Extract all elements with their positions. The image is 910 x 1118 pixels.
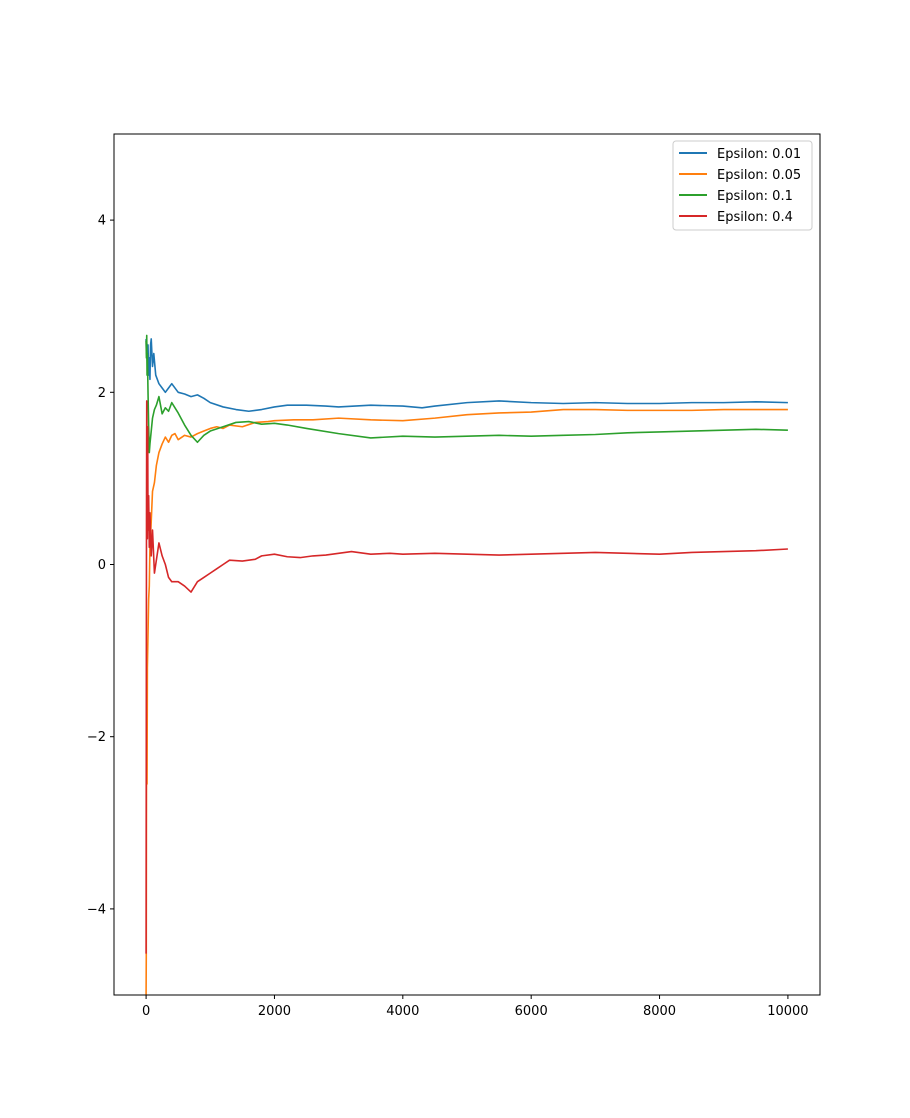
- x-tick-label: 4000: [386, 1004, 419, 1019]
- x-tick-label: 6000: [515, 1004, 548, 1019]
- y-axis: −4 −2 0 2 4: [87, 214, 114, 917]
- series-layer: [145, 334, 788, 995]
- legend-label-0: Epsilon: 0.01: [717, 147, 801, 162]
- legend-label-1: Epsilon: 0.05: [717, 168, 801, 183]
- legend-label-3: Epsilon: 0.4: [717, 210, 793, 225]
- legend-label-2: Epsilon: 0.1: [717, 189, 793, 204]
- y-tick-label: −4: [87, 902, 106, 917]
- y-tick-label: 2: [98, 386, 106, 401]
- y-tick-label: −2: [87, 730, 106, 745]
- series-line-0: [145, 338, 788, 413]
- series-line-2: [145, 334, 788, 454]
- x-tick-label: 2000: [258, 1004, 291, 1019]
- x-axis: 0 2000 4000 6000 8000 10000: [142, 995, 809, 1019]
- series-line-1: [145, 408, 788, 995]
- x-tick-label: 0: [142, 1004, 150, 1019]
- y-tick-label: 0: [98, 558, 106, 573]
- y-tick-label: 4: [98, 214, 106, 229]
- x-tick-label: 10000: [767, 1004, 808, 1019]
- legend: Epsilon: 0.01 Epsilon: 0.05 Epsilon: 0.1 Ep…: [672, 140, 813, 231]
- legend-box: [672, 140, 813, 231]
- x-tick-label: 8000: [643, 1004, 676, 1019]
- series-line-3: [145, 400, 788, 954]
